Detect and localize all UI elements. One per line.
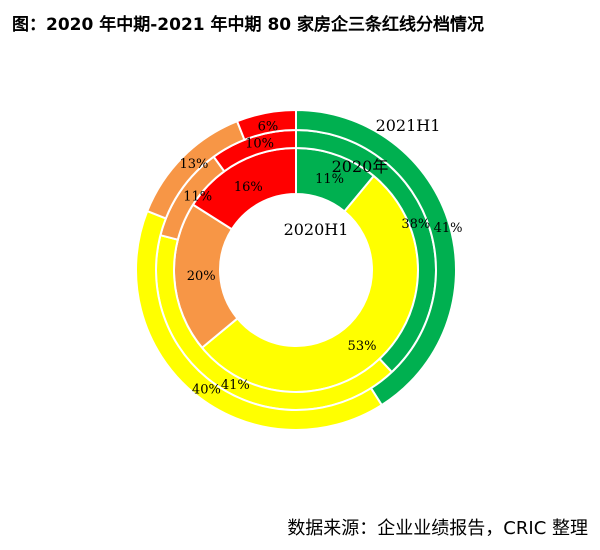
label-2021H1-red: 6% [258,120,279,135]
label-2020H1-green: 11% [315,172,344,187]
label-2021H1-yellow: 40% [192,383,221,398]
donut-chart: 11%53%20%16%38%41%11%10%41%40%13%6% 2020… [135,108,462,431]
data-source: 数据来源：企业业绩报告，CRIC 整理 [287,518,588,539]
ring-name-2021H1: 2021H1 [376,116,441,135]
label-2020H1-orange: 20% [187,269,216,284]
data-labels: 11%53%20%16%38%41%11%10%41%40%13%6% [179,120,462,398]
label-2020H1-red: 16% [234,180,263,195]
ring-names: 2020H1 2020年 2021H1 [284,116,441,239]
label-2020年-red: 10% [245,136,274,151]
label-2020年-yellow: 41% [221,378,250,393]
label-2020年-orange: 11% [183,189,212,204]
label-2021H1-orange: 13% [179,157,208,172]
label-2020H1-yellow: 53% [348,339,377,354]
donut-slices [135,108,457,431]
ring-name-2020年: 2020年 [332,157,389,176]
chart-title: 图：2020 年中期-2021 年中期 80 家房企三条红线分档情况 [12,15,485,35]
label-2021H1-green: 41% [434,221,463,236]
slice-2021H1-red [235,108,297,142]
label-2020年-green: 38% [401,217,430,232]
ring-name-2020H1: 2020H1 [284,220,349,239]
